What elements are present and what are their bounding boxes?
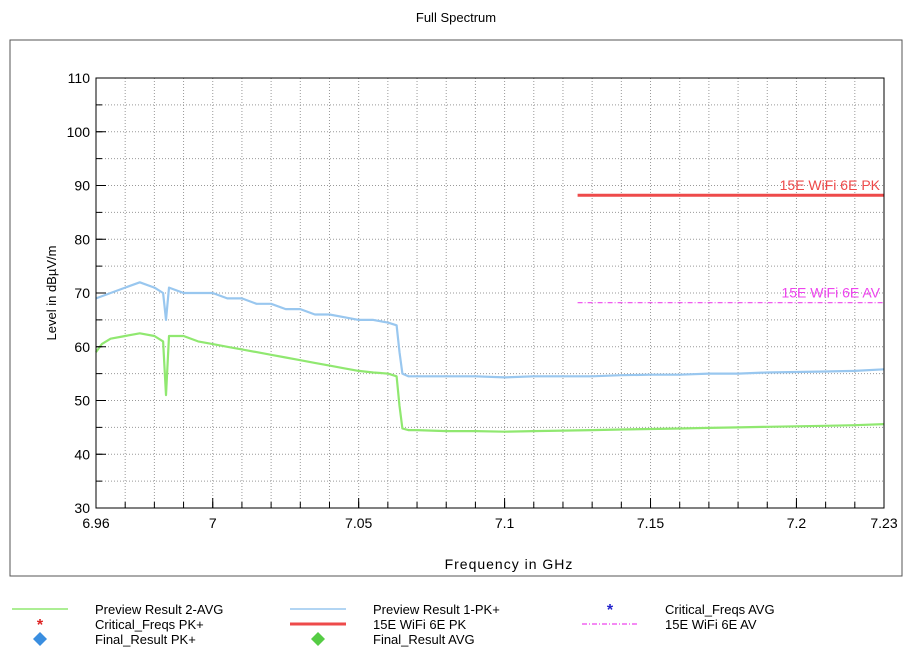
legend-entry: Preview Result 2-AVG: [12, 602, 223, 617]
chart-frame: [9, 39, 903, 577]
legend-label: Preview Result 2-AVG: [95, 602, 223, 617]
x-tick-label: 7.23: [870, 515, 897, 531]
series-line-preview-result-2-avg: [95, 332, 885, 433]
legend-entry: * Critical_Freqs AVG: [607, 602, 775, 619]
legend-entry: 15E WiFi 6E PK: [290, 617, 467, 632]
star-marker-icon: *: [607, 602, 614, 619]
star-marker-icon: *: [37, 617, 44, 634]
legend-entry: Final_Result PK+: [33, 632, 196, 647]
x-axis-label: Frequency in GHz: [445, 556, 574, 572]
x-tick-label: 7.15: [637, 515, 664, 531]
y-tick-label: 100: [67, 124, 91, 140]
legend: Preview Result 2-AVG Preview Result 1-PK+…: [12, 602, 775, 647]
legend-entry: 15E WiFi 6E AV: [582, 617, 757, 632]
legend-label: 15E WiFi 6E AV: [665, 617, 757, 632]
x-tick-label: 7.2: [787, 515, 807, 531]
y-tick-label: 30: [74, 500, 90, 516]
legend-entry: * Critical_Freqs PK+: [37, 617, 204, 634]
y-tick-label: 70: [74, 285, 90, 301]
y-tick-label: 90: [74, 178, 90, 194]
x-tick-label: 7.1: [495, 515, 515, 531]
y-tick-label: 50: [74, 393, 90, 409]
y-tick-label: 60: [74, 339, 90, 355]
y-tick-label: 40: [74, 446, 90, 462]
axis-layer: 6.96 7 7.05 7.1 7.15 7.2 7.23 30 40 50 60 70 80 90 100…: [67, 70, 898, 531]
legend-entry: Final_Result AVG: [311, 632, 475, 647]
series-line-preview-result-1-pk-: [95, 281, 885, 379]
legend-label: 15E WiFi 6E PK: [373, 617, 467, 632]
y-tick-label: 110: [68, 70, 91, 86]
y-tick-label: 80: [74, 231, 90, 247]
diamond-marker-icon: [311, 632, 325, 646]
y-axis-label: Level in dBµV/m: [44, 246, 59, 341]
chart-title: Full Spectrum: [416, 10, 496, 25]
legend-label: Final_Result AVG: [373, 632, 475, 647]
x-tick-label: 7: [209, 515, 217, 531]
x-tick-label: 7.05: [345, 515, 372, 531]
series-layer: 15E WiFi 6E PK 15E WiFi 6E AV: [95, 177, 885, 433]
legend-label: Preview Result 1-PK+: [373, 602, 500, 617]
limit-line-label: 15E WiFi 6E PK: [780, 177, 881, 193]
legend-label: Critical_Freqs AVG: [665, 602, 775, 617]
legend-entry: Preview Result 1-PK+: [290, 602, 500, 617]
legend-label: Critical_Freqs PK+: [95, 617, 204, 632]
x-tick-label: 6.96: [82, 515, 109, 531]
diamond-marker-icon: [33, 632, 47, 646]
legend-label: Final_Result PK+: [95, 632, 196, 647]
limit-line-label: 15E WiFi 6E AV: [781, 285, 880, 301]
